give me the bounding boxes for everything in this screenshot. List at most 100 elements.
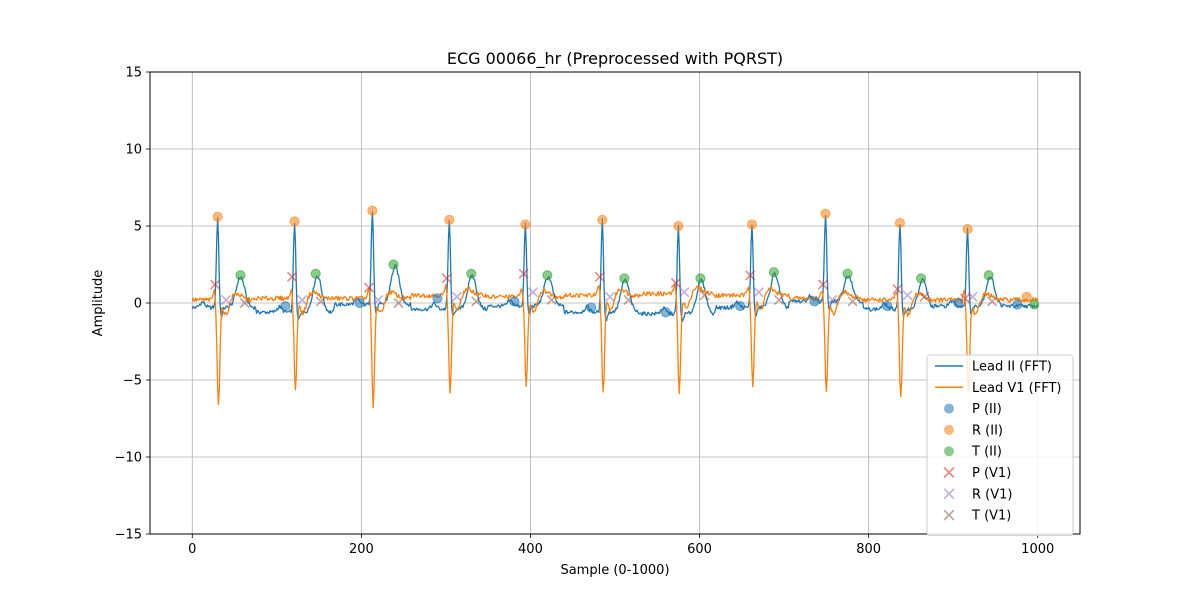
marker-r-v1 [967, 291, 978, 302]
marker-p-v1 [441, 273, 452, 284]
marker-t-ii [1029, 299, 1040, 310]
marker-r-v1 [827, 294, 838, 305]
marker-p-v1 [670, 277, 681, 289]
legend-swatch-r-ii [944, 424, 954, 435]
marker-r-v1 [902, 290, 913, 301]
marker-t-ii [695, 273, 706, 284]
x-tick-label: 0 [188, 542, 196, 557]
marker-r-v1 [221, 294, 232, 305]
chart-title: ECG 00066_hr (Preprocessed with PQRST) [447, 49, 783, 69]
y-tick-label: 15 [125, 66, 142, 81]
marker-r-ii [894, 217, 906, 229]
marker-r-ii [289, 216, 300, 227]
marker-t-v1 [239, 297, 250, 309]
legend-label-t-v1: T (V1) [971, 509, 1011, 524]
x-axis-label: Sample (0-1000) [560, 563, 669, 578]
marker-t-ii [619, 273, 630, 284]
marker-t-v1 [847, 296, 858, 307]
x-axis-ticks: 0 200 400 600 800 1000 [188, 534, 1054, 557]
legend: Lead II (FFT) Lead V1 (FFT) P (II) R (II) T … [926, 354, 1074, 536]
legend-label-t-ii: T (II) [971, 445, 1002, 460]
legend-swatch-p-v1 [943, 466, 955, 479]
marker-r-ii [820, 208, 831, 219]
marker-p-ii [280, 300, 291, 312]
marker-t-ii [842, 268, 853, 279]
y-tick-label: −10 [115, 451, 142, 466]
marker-t-v1 [623, 294, 634, 305]
marker-r-ii [746, 219, 758, 230]
legend-label-p-ii: P (II) [972, 402, 1002, 417]
legend-box [926, 354, 1074, 536]
legend-label-r-ii: R (II) [972, 423, 1003, 438]
legend-label-p-v1: P (V1) [972, 466, 1011, 481]
marker-p-v1 [745, 270, 756, 281]
plot-area [191, 205, 1040, 409]
y-tick-label: 5 [134, 220, 142, 235]
marker-t-v1 [471, 296, 482, 307]
marker-r-v1 [373, 294, 384, 305]
marker-r-v1 [753, 287, 764, 298]
x-tick-label: 400 [518, 542, 543, 557]
marker-p-ii [953, 297, 964, 309]
marker-r-ii [520, 219, 531, 230]
marker-r-ii [367, 205, 378, 216]
x-tick-label: 1000 [1021, 542, 1054, 557]
marker-r-ii [673, 220, 684, 232]
marker-t-v1 [987, 296, 998, 307]
legend-swatch-p-ii [944, 403, 954, 414]
marker-t-ii [983, 270, 994, 281]
y-axis-ticks: −15 −10 −5 0 5 10 15 [115, 66, 150, 543]
marker-r-v1 [679, 287, 690, 298]
marker-r-ii [212, 211, 223, 222]
marker-p-v1 [892, 284, 903, 295]
marker-t-v1 [393, 297, 404, 309]
marker-r-ii [597, 214, 608, 225]
y-tick-label: −15 [115, 528, 142, 543]
marker-t-v1 [699, 290, 710, 301]
marker-p-ii [809, 296, 820, 307]
marker-t-v1 [919, 291, 930, 302]
marker-p-v1 [286, 271, 298, 282]
marker-p-ii [509, 296, 520, 307]
marker-r-v1 [451, 291, 462, 302]
marker-t-v1 [773, 294, 785, 305]
marker-r-ii [444, 214, 455, 225]
legend-label-lead-v1-fft: Lead V1 (FFT) [972, 381, 1061, 396]
marker-p-v1 [817, 279, 829, 290]
marker-r-v1 [604, 291, 615, 302]
marker-p-ii [354, 297, 365, 309]
series-line-lead-ii [191, 211, 1039, 322]
marker-t-v1 [315, 296, 326, 307]
legend-swatch-t-v1 [943, 509, 955, 521]
marker-p-v1 [363, 282, 375, 293]
marker-t-v1 [546, 294, 557, 305]
marker-p-v1 [518, 268, 529, 279]
marker-r-ii [962, 223, 973, 235]
marker-r-v1 [527, 287, 539, 298]
marker-p-ii [586, 302, 597, 313]
y-axis-label: Amplitude [91, 270, 106, 337]
marker-t-ii [388, 259, 399, 270]
legend-swatch-t-ii [944, 446, 954, 457]
y-tick-label: 0 [134, 297, 142, 312]
legend-label-lead-ii-fft: Lead II (FFT) [972, 360, 1052, 375]
marker-p-ii [432, 293, 443, 304]
marker-r-ii [1021, 291, 1032, 302]
marker-t-ii [542, 270, 553, 281]
marker-t-ii [768, 267, 780, 278]
x-tick-label: 800 [856, 542, 881, 557]
marker-p-ii [1012, 299, 1023, 310]
marker-r-v1 [297, 294, 308, 305]
marker-p-v1 [594, 271, 605, 282]
legend-swatch-r-v1 [943, 488, 955, 500]
marker-t-ii [235, 270, 246, 281]
series-line-lead-v1 [191, 282, 1039, 409]
marker-t-ii [915, 273, 927, 284]
x-tick-label: 600 [687, 542, 712, 557]
y-tick-label: −5 [123, 374, 142, 389]
marker-p-ii [660, 307, 671, 318]
marker-t-ii [310, 268, 321, 279]
y-tick-label: 10 [125, 143, 142, 158]
marker-t-ii [466, 268, 477, 279]
